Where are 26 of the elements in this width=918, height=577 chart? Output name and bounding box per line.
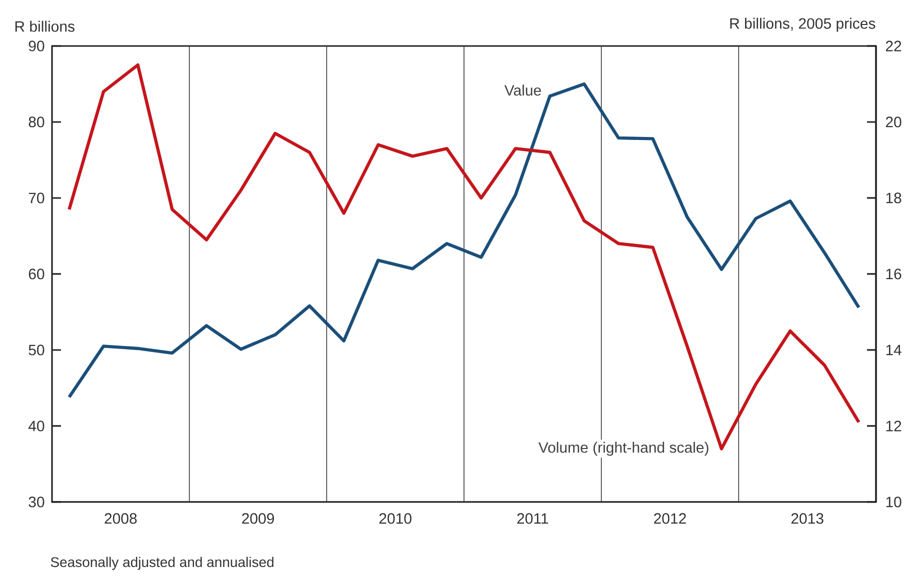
y-tick-label: 70	[28, 192, 44, 204]
x-tick-label: 2009	[242, 513, 274, 524]
series-label: Volume (right-hand scale)	[538, 442, 708, 456]
x-tick-label: 2010	[379, 513, 412, 524]
x-tick-label: 2013	[791, 513, 824, 524]
y2-axis-title: R billions, 2005 prices	[730, 18, 876, 32]
y-tick-label: 90	[28, 40, 44, 52]
y2-tick-label: 12	[886, 420, 902, 432]
y2-tick-label: 10	[886, 496, 902, 508]
y-axis-title: R billions	[15, 20, 74, 32]
y-tick-label: 60	[28, 268, 44, 280]
text: Seasonally adjusted and annualised	[50, 556, 274, 570]
y-tick-label: 50	[28, 344, 44, 356]
y2-tick-label: 22	[886, 40, 902, 52]
y2-tick-label: 18	[886, 192, 902, 204]
y2-tick-label: 14	[886, 344, 902, 356]
x-tick-label: 2008	[104, 513, 137, 524]
y2-tick-label: 20	[886, 116, 902, 128]
y2-tick-label: 16	[886, 268, 902, 280]
y-tick-label: 80	[28, 116, 44, 128]
y-tick-label: 40	[28, 420, 44, 432]
x-tick-label: 2011	[517, 513, 548, 524]
x-tick-label: 2012	[654, 513, 686, 524]
line-series	[68, 82, 860, 399]
y-tick-label: 30	[28, 496, 44, 508]
series-label: Value	[504, 84, 541, 96]
